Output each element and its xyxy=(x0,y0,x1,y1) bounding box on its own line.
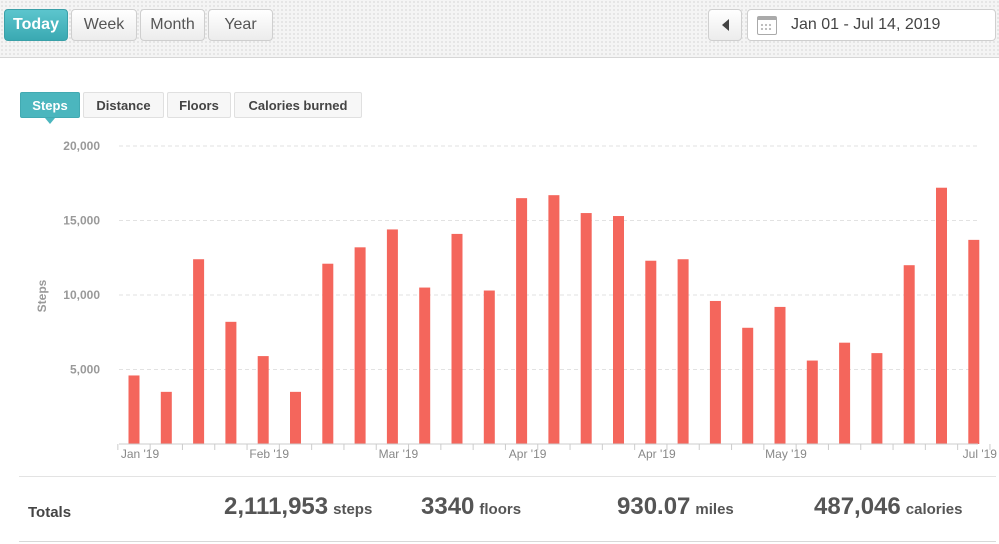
x-tick-label: Apr '19 xyxy=(509,447,547,461)
bar[interactable] xyxy=(936,187,947,444)
y-tick-label: 15,000 xyxy=(63,214,100,228)
bar[interactable] xyxy=(645,260,657,444)
bar[interactable] xyxy=(903,265,915,444)
bar[interactable] xyxy=(806,360,818,444)
total-steps-unit: steps xyxy=(333,501,373,518)
y-tick-label: 20,000 xyxy=(63,139,100,153)
bar[interactable] xyxy=(483,290,495,444)
bar[interactable] xyxy=(257,356,269,444)
date-range-picker[interactable]: Jan 01 - Jul 14, 2019 xyxy=(747,9,996,41)
previous-range-button[interactable] xyxy=(708,9,742,41)
y-tick-label: 5,000 xyxy=(70,363,100,377)
total-calories-value: 487,046 xyxy=(814,493,901,520)
bar[interactable] xyxy=(290,391,301,444)
total-calories: 487,046 calories xyxy=(814,493,962,521)
metric-tab-calories-burned[interactable]: Calories burned xyxy=(234,92,362,118)
x-tick-label: Feb '19 xyxy=(249,447,289,461)
metric-tab-steps[interactable]: Steps xyxy=(20,92,80,118)
bar[interactable] xyxy=(516,198,528,444)
steps-bar-chart: 5,000 10,000 15,000 20,000 Jan '19 Feb '19 Mar… xyxy=(35,139,997,461)
total-floors-unit: floors xyxy=(479,501,522,518)
total-steps: 2,111,953 steps xyxy=(224,493,372,521)
total-calories-unit: calories xyxy=(905,501,963,518)
metric-tab-floors[interactable]: Floors xyxy=(167,92,231,118)
tab-today[interactable]: Today xyxy=(4,9,68,41)
x-tick-label: Mar '19 xyxy=(379,447,419,461)
x-tick-label: Jan '19 xyxy=(121,447,160,461)
bar[interactable] xyxy=(322,263,334,444)
tab-month[interactable]: Month xyxy=(140,9,205,41)
metric-tab-distance[interactable]: Distance xyxy=(83,92,164,118)
chart-bars xyxy=(128,187,980,444)
bar[interactable] xyxy=(419,287,431,444)
bar[interactable] xyxy=(160,391,172,444)
bar[interactable] xyxy=(386,229,398,444)
totals-label: Totals xyxy=(28,504,72,521)
bar[interactable] xyxy=(548,195,560,444)
y-tick-label: 10,000 xyxy=(63,288,100,302)
bar[interactable] xyxy=(709,300,721,444)
tab-year[interactable]: Year xyxy=(208,9,273,41)
bar[interactable] xyxy=(677,259,689,444)
bar[interactable] xyxy=(613,216,624,444)
triangle-left-icon xyxy=(721,19,729,31)
bar[interactable] xyxy=(354,247,366,444)
bar[interactable] xyxy=(839,342,851,444)
bar[interactable] xyxy=(742,327,754,444)
total-floors: 3340 floors xyxy=(421,493,521,521)
y-axis-label: Steps xyxy=(35,279,49,312)
bar[interactable] xyxy=(225,321,237,444)
total-miles-value: 930.07 xyxy=(617,493,691,520)
bar[interactable] xyxy=(193,259,205,444)
bar[interactable] xyxy=(871,353,883,444)
bar[interactable] xyxy=(580,213,592,444)
bar[interactable] xyxy=(451,233,463,444)
active-tab-caret xyxy=(45,118,55,124)
total-miles: 930.07 miles xyxy=(617,493,734,521)
x-tick-label: Apr '19 xyxy=(638,447,676,461)
chart-axes: 5,000 10,000 15,000 20,000 Jan '19 Feb '19 Mar… xyxy=(63,139,997,461)
bar[interactable] xyxy=(968,239,980,444)
total-steps-value: 2,111,953 xyxy=(224,493,329,520)
x-tick-label: May '19 xyxy=(765,447,807,461)
total-floors-value: 3340 xyxy=(421,493,475,520)
bar[interactable] xyxy=(128,375,140,444)
total-miles-unit: miles xyxy=(695,501,734,518)
date-range-text: Jan 01 - Jul 14, 2019 xyxy=(791,16,941,33)
totals-divider-top xyxy=(19,476,996,477)
totals-divider-bottom xyxy=(19,541,996,542)
top-toolbar: Today Week Month Year Jan 01 - Jul 14, 2… xyxy=(0,0,999,58)
x-tick-label: Jul '19 xyxy=(963,447,998,461)
tab-week[interactable]: Week xyxy=(71,9,137,41)
bar[interactable] xyxy=(774,306,786,444)
calendar-icon xyxy=(757,15,777,35)
